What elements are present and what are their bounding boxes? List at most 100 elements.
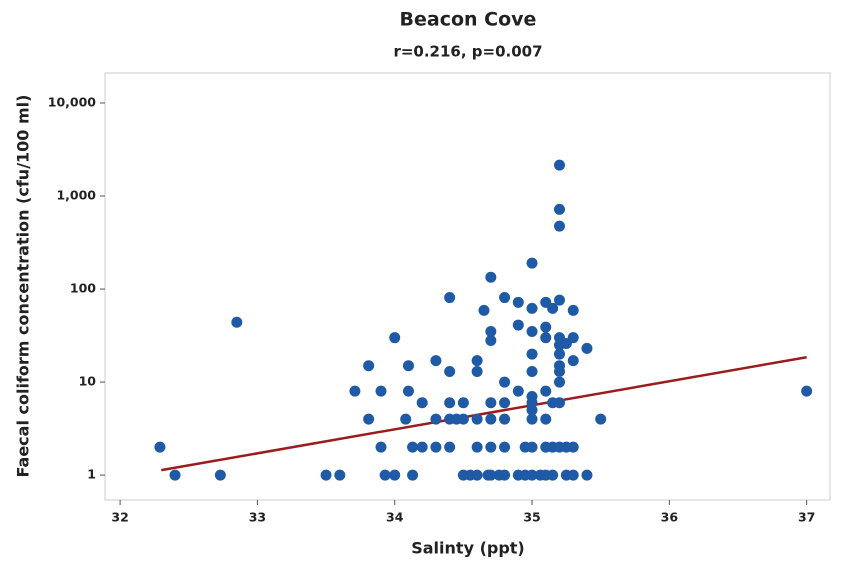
point bbox=[547, 302, 559, 314]
point bbox=[553, 365, 565, 377]
point bbox=[499, 441, 511, 453]
point bbox=[526, 441, 538, 453]
point bbox=[499, 397, 511, 409]
point bbox=[485, 334, 497, 346]
point bbox=[444, 397, 456, 409]
point bbox=[478, 304, 490, 316]
point bbox=[471, 365, 483, 377]
point bbox=[581, 469, 593, 481]
point bbox=[547, 469, 559, 481]
point bbox=[553, 294, 565, 306]
point bbox=[485, 325, 497, 337]
point bbox=[471, 469, 483, 481]
point bbox=[457, 397, 469, 409]
point bbox=[334, 469, 346, 481]
point bbox=[801, 385, 813, 397]
x-tick-label: 33 bbox=[249, 510, 266, 525]
point bbox=[499, 413, 511, 425]
point bbox=[526, 257, 538, 269]
point bbox=[526, 413, 538, 425]
point bbox=[407, 469, 419, 481]
x-axis-label: Salinty (ppt) bbox=[411, 539, 525, 558]
point bbox=[567, 304, 579, 316]
point bbox=[567, 441, 579, 453]
x-tick-label: 37 bbox=[798, 510, 815, 525]
point bbox=[485, 397, 497, 409]
point bbox=[416, 441, 428, 453]
point bbox=[553, 348, 565, 360]
point bbox=[444, 365, 456, 377]
point bbox=[471, 355, 483, 367]
point bbox=[444, 292, 456, 304]
point bbox=[402, 385, 414, 397]
plot-frame bbox=[104, 72, 831, 501]
point bbox=[567, 332, 579, 344]
x-tick-label: 36 bbox=[661, 510, 679, 525]
point bbox=[389, 469, 401, 481]
point bbox=[154, 441, 166, 453]
point bbox=[499, 376, 511, 388]
x-tick-label: 35 bbox=[523, 510, 540, 525]
point bbox=[526, 348, 538, 360]
point bbox=[485, 413, 497, 425]
point bbox=[540, 385, 552, 397]
point bbox=[499, 469, 511, 481]
point bbox=[320, 469, 332, 481]
x-tick-label: 32 bbox=[111, 510, 128, 525]
point bbox=[231, 316, 243, 328]
y-tick-label: 1 bbox=[87, 467, 96, 482]
x-tick-label: 34 bbox=[386, 510, 404, 525]
point bbox=[553, 397, 565, 409]
point bbox=[553, 159, 565, 171]
point bbox=[363, 360, 375, 372]
point bbox=[407, 441, 419, 453]
point bbox=[567, 355, 579, 367]
point bbox=[375, 385, 387, 397]
point bbox=[416, 397, 428, 409]
point bbox=[553, 376, 565, 388]
point bbox=[499, 292, 511, 304]
y-tick-label: 10 bbox=[79, 374, 97, 389]
point bbox=[214, 469, 226, 481]
point bbox=[349, 385, 361, 397]
point bbox=[581, 342, 593, 354]
point bbox=[471, 441, 483, 453]
point bbox=[540, 332, 552, 344]
point bbox=[430, 413, 442, 425]
point bbox=[526, 365, 538, 377]
point bbox=[526, 325, 538, 337]
point bbox=[169, 469, 181, 481]
y-tick-label: 10,000 bbox=[48, 94, 97, 109]
point bbox=[553, 220, 565, 232]
point bbox=[444, 441, 456, 453]
chart-subtitle: r=0.216, p=0.007 bbox=[393, 43, 542, 61]
point bbox=[485, 441, 497, 453]
y-tick-label: 1,000 bbox=[56, 188, 96, 203]
point bbox=[430, 441, 442, 453]
point bbox=[379, 469, 391, 481]
y-axis-label: Faecal coliform concentration (cfu/100 m… bbox=[14, 95, 33, 478]
point bbox=[389, 332, 401, 344]
point bbox=[540, 321, 552, 333]
point bbox=[595, 413, 607, 425]
chart-title: Beacon Cove bbox=[400, 9, 537, 31]
point bbox=[402, 360, 414, 372]
point bbox=[540, 413, 552, 425]
point bbox=[485, 469, 497, 481]
point bbox=[526, 469, 538, 481]
point bbox=[512, 319, 524, 331]
point bbox=[485, 271, 497, 283]
point bbox=[430, 355, 442, 367]
point bbox=[457, 413, 469, 425]
y-tick-label: 100 bbox=[70, 281, 96, 296]
point bbox=[375, 441, 387, 453]
point bbox=[553, 203, 565, 215]
point bbox=[567, 469, 579, 481]
trend-line bbox=[161, 355, 807, 472]
point bbox=[526, 302, 538, 314]
point bbox=[363, 413, 375, 425]
point bbox=[512, 296, 524, 308]
point bbox=[526, 404, 538, 416]
point bbox=[400, 413, 412, 425]
